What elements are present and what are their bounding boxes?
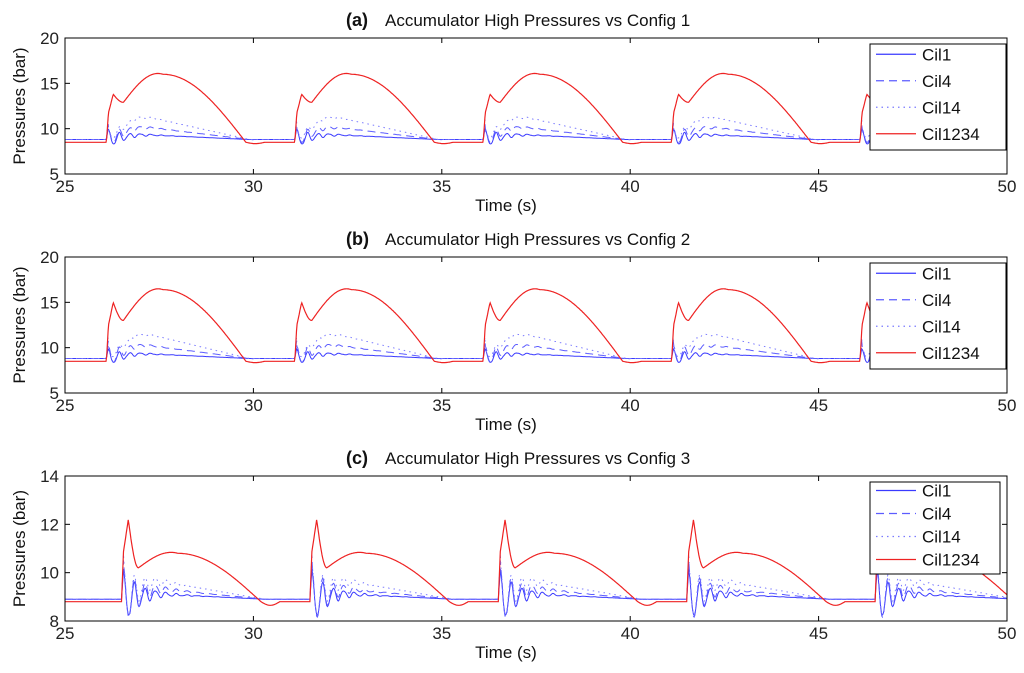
x-tick-label: 25: [56, 624, 75, 643]
x-tick-label: 40: [621, 177, 640, 196]
x-axis-label: Time (s): [475, 196, 537, 215]
x-tick-label: 45: [809, 177, 828, 196]
chart-title: Accumulator High Pressures vs Config 1: [385, 11, 690, 30]
x-tick-label: 50: [998, 177, 1017, 196]
y-tick-label: 5: [50, 384, 59, 403]
series-line-cil14: [65, 553, 1007, 617]
legend-label-cil4: Cil4: [922, 72, 951, 91]
legend-label-cil1234: Cil1234: [922, 344, 980, 363]
panel-label: (a): [346, 10, 368, 30]
legend-box: [869, 262, 1007, 370]
y-axis-label: Pressures (bar): [10, 266, 29, 383]
legend-label-cil1234: Cil1234: [922, 551, 980, 570]
legend: Cil1 Cil4 Cil14 Cil1234: [869, 262, 1007, 370]
chart-title: Accumulator High Pressures vs Config 3: [385, 449, 690, 468]
y-tick-label: 14: [40, 467, 59, 486]
legend-label-cil14: Cil14: [922, 528, 961, 547]
legend-label-cil4: Cil4: [922, 291, 951, 310]
x-tick-label: 30: [244, 177, 263, 196]
legend-label-cil14: Cil14: [922, 317, 961, 336]
y-tick-label: 10: [40, 564, 59, 583]
series-line-cil4: [65, 123, 1007, 143]
x-tick-label: 40: [621, 624, 640, 643]
legend-box: [869, 481, 1001, 575]
x-tick-label: 25: [56, 396, 75, 415]
series-lines: [65, 519, 1007, 619]
panel-label: (b): [346, 229, 369, 249]
x-tick-label: 35: [432, 396, 451, 415]
legend-label-cil1234: Cil1234: [922, 125, 980, 144]
y-tick-label: 15: [40, 293, 59, 312]
series-line-cil14: [65, 333, 1007, 359]
x-tick-label: 50: [998, 624, 1017, 643]
x-axis-label: Time (s): [475, 415, 537, 434]
y-tick-label: 20: [40, 248, 59, 267]
y-tick-label: 20: [40, 29, 59, 48]
y-axis-label: Pressures (bar): [10, 490, 29, 607]
y-tick-label: 12: [40, 515, 59, 534]
legend: Cil1 Cil4 Cil14 Cil1234: [869, 481, 1001, 575]
legend-label-cil4: Cil4: [922, 505, 951, 524]
plot-frame: [64, 256, 1008, 394]
series-lines: [65, 72, 1007, 145]
y-tick-label: 10: [40, 339, 59, 358]
legend-box: [869, 43, 1007, 151]
y-tick-label: 10: [40, 120, 59, 139]
x-tick-label: 50: [998, 396, 1017, 415]
chart-title: Accumulator High Pressures vs Config 2: [385, 230, 690, 249]
y-tick-label: 5: [50, 165, 59, 184]
legend: Cil1 Cil4 Cil14 Cil1234: [869, 43, 1007, 151]
series-line-cil4: [65, 560, 1007, 619]
chart-panel-2: (b) Accumulator High Pressures vs Config …: [10, 229, 1016, 434]
plot-frame: [64, 37, 1008, 175]
y-tick-label: 8: [50, 612, 59, 631]
x-tick-label: 45: [809, 624, 828, 643]
x-tick-label: 25: [56, 177, 75, 196]
series-line-cil1234: [65, 519, 1007, 606]
plot-frame: [64, 475, 1008, 622]
series-line-cil1: [65, 128, 1007, 145]
y-axis-label: Pressures (bar): [10, 47, 29, 164]
x-tick-label: 45: [809, 396, 828, 415]
panel-label: (c): [346, 448, 368, 468]
legend-label-cil1: Cil1: [922, 45, 951, 64]
x-tick-label: 40: [621, 396, 640, 415]
chart-panel-1: (a) Accumulator High Pressures vs Config …: [10, 10, 1016, 215]
y-tick-label: 15: [40, 74, 59, 93]
legend-label-cil1: Cil1: [922, 264, 951, 283]
chart-panel-3: (c) Accumulator High Pressures vs Config …: [10, 448, 1016, 662]
series-line-cil1234: [65, 288, 1007, 364]
x-tick-label: 35: [432, 177, 451, 196]
series-line-cil1234: [65, 72, 1007, 145]
legend-label-cil1: Cil1: [922, 482, 951, 501]
x-tick-label: 30: [244, 624, 263, 643]
x-axis-label: Time (s): [475, 643, 537, 662]
series-line-cil14: [65, 116, 1007, 140]
legend-label-cil14: Cil14: [922, 98, 961, 117]
series-line-cil4: [65, 341, 1007, 363]
x-tick-label: 30: [244, 396, 263, 415]
series-lines: [65, 288, 1007, 364]
x-tick-label: 35: [432, 624, 451, 643]
